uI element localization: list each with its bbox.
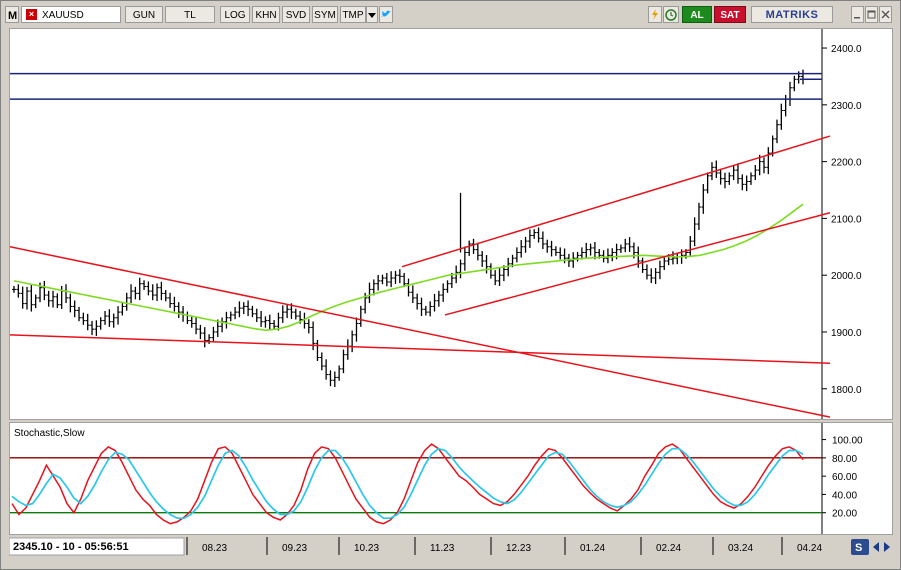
sync-icon[interactable]: S (851, 539, 869, 555)
minimize-icon[interactable] (851, 6, 864, 23)
scroll-left-icon[interactable] (871, 539, 881, 555)
price-tick-label: 1800.0 (831, 385, 862, 396)
time-tick-label: 09.23 (282, 543, 307, 554)
twitter-icon[interactable] (379, 6, 393, 23)
tmp-button[interactable]: TMP (340, 6, 366, 23)
chart-type-icon[interactable]: M (5, 6, 19, 23)
log-button[interactable]: LOG (220, 6, 250, 23)
price-tick-label: 2200.0 (831, 158, 862, 169)
sym-button[interactable]: SYM (312, 6, 338, 23)
price-tick-label: 2300.0 (831, 101, 862, 112)
khn-button[interactable]: KHN (252, 6, 280, 23)
price-tick-label: 1900.0 (831, 328, 862, 339)
brand-logo: MATRIKS (751, 6, 833, 23)
close-window-icon[interactable] (879, 6, 892, 23)
time-tick-label: 01.24 (580, 543, 605, 554)
ohlc-bars (12, 69, 805, 388)
stochastic-tick-label: 40.00 (832, 490, 857, 501)
stochastic-d-line (11, 447, 804, 520)
trend-line (9, 334, 831, 364)
buy-button[interactable]: AL (682, 6, 712, 23)
status-readout: 2345.10 - 10 - 05:56:51 (13, 541, 129, 553)
stochastic-tick-label: 80.00 (832, 454, 857, 465)
time-tick-label: 03.24 (728, 543, 753, 554)
svg-text:S: S (855, 542, 862, 554)
restore-icon[interactable] (865, 6, 878, 23)
price-chart-panel[interactable]: 1800.0 1900.0 2000.0 2100.0 2200.0 2300.0 2400… (9, 28, 893, 420)
time-tick-label: 08.23 (202, 543, 227, 554)
scroll-right-icon[interactable] (882, 539, 892, 555)
time-axis: 2345.10 - 10 - 05:56:51 08.23 09.23 10.23 1… (8, 537, 822, 556)
alarm-icon[interactable] (663, 6, 679, 23)
time-tick-label: 12.23 (506, 543, 531, 554)
trend-line (401, 135, 831, 268)
symbol-field[interactable]: × XAUUSD (21, 6, 121, 23)
time-tick-label: 11.23 (430, 543, 455, 554)
toolbar: M × XAUUSD GUN TL LOG KHN SVD SYM TMP AL… (3, 4, 898, 26)
refresh-icon[interactable] (648, 6, 662, 23)
stochastic-tick-label: 60.00 (832, 472, 857, 483)
stochastic-k-line (11, 443, 804, 525)
stochastic-chart: Stochastic,Slow 20.00 40.00 60.00 80.00 100.… (10, 423, 863, 534)
close-icon[interactable]: × (26, 9, 37, 20)
stochastic-tick-label: 20.00 (832, 509, 857, 520)
readout-box (8, 537, 185, 556)
time-tick-label: 04.24 (797, 543, 822, 554)
stochastic-panel[interactable]: Stochastic,Slow 20.00 40.00 60.00 80.00 100.… (9, 422, 893, 535)
currency-button[interactable]: TL (165, 6, 215, 23)
price-tick-label: 2000.0 (831, 271, 862, 282)
price-tick-label: 2100.0 (831, 214, 862, 225)
period-button[interactable]: GUN (125, 6, 163, 23)
svd-button[interactable]: SVD (282, 6, 310, 23)
symbol-label: XAUUSD (42, 10, 84, 21)
dropdown-icon[interactable] (366, 6, 378, 23)
time-tick-label: 02.24 (656, 543, 681, 554)
moving-average-line (13, 203, 804, 332)
svg-text:M: M (8, 10, 17, 22)
stochastic-tick-label: 100.00 (832, 436, 863, 447)
price-chart: 1800.0 1900.0 2000.0 2100.0 2200.0 2300.0 2400… (9, 29, 862, 419)
stochastic-title: Stochastic,Slow (14, 428, 85, 439)
trend-line (9, 246, 831, 418)
price-tick-label: 2400.0 (831, 44, 862, 55)
time-axis-bar: 2345.10 - 10 - 05:56:51 08.23 09.23 10.23 1… (8, 537, 893, 557)
sell-button[interactable]: SAT (714, 6, 746, 23)
time-tick-label: 10.23 (354, 543, 379, 554)
trend-line (444, 211, 831, 316)
